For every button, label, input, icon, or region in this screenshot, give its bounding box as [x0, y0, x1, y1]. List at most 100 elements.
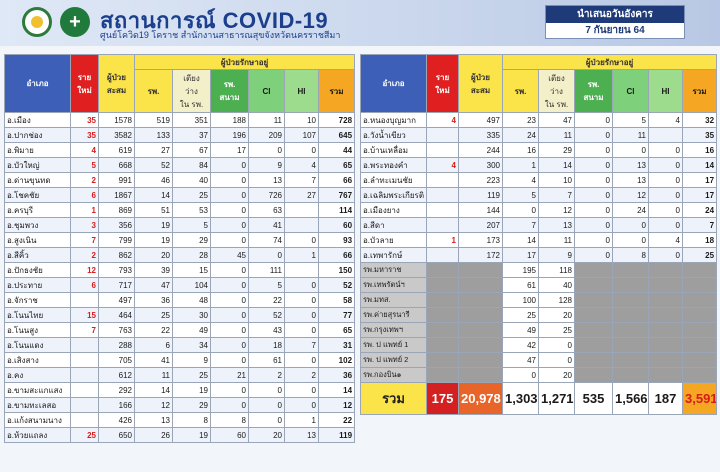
total-treating: 119	[317, 427, 356, 443]
field-hospital-count: 0	[210, 232, 249, 248]
beds-available: 20	[538, 307, 575, 323]
total-treating: 14	[317, 382, 356, 398]
hospital-count: 5	[502, 187, 539, 203]
cumulative-cases: 244	[458, 142, 503, 158]
ci-count: 726	[248, 187, 285, 203]
empty-cell	[458, 307, 503, 323]
total-treating: 645	[317, 127, 356, 143]
ci-count: 61	[248, 352, 285, 368]
cumulative-cases: 3582	[98, 127, 135, 143]
hospital-count: 26	[134, 427, 173, 443]
new-cases: 12	[70, 262, 99, 278]
district-name: อ.เมืองยาง	[360, 202, 427, 218]
ci-count: 18	[248, 337, 285, 353]
cumulative-cases: 869	[98, 202, 135, 218]
district-name: อ.พระทองคำ	[360, 157, 427, 173]
beds-available: 53	[172, 202, 211, 218]
empty-cell	[426, 322, 459, 338]
new-cases	[70, 352, 99, 368]
hospital-name: รพ. ป แพทย์ 1	[360, 337, 427, 353]
summary-field-hospital: 535	[574, 382, 613, 415]
total-treating: 767	[317, 187, 356, 203]
cumulative-cases: 335	[458, 127, 503, 143]
table-row: อ.โชคชัย 6 1867 14 25 0 726 27 767	[4, 187, 356, 203]
cumulative-cases: 144	[458, 202, 503, 218]
hospital-row: รพ.ค่ายสุรนารี 25 20	[360, 307, 718, 323]
empty-cell	[681, 322, 718, 338]
field-hospital-count: 0	[210, 397, 249, 413]
empty-cell	[458, 322, 503, 338]
table-row: อ.คง 612 11 25 21 2 2 36	[4, 367, 356, 383]
total-treating: 150	[317, 262, 356, 278]
empty-cell	[648, 337, 683, 353]
col-new: ราย ใหม่	[426, 54, 459, 113]
table-row: อ.บัวลาย 1 173 14 11 0 0 4 18	[360, 232, 718, 248]
cumulative-cases: 650	[98, 427, 135, 443]
new-cases: 3	[70, 217, 99, 233]
cumulative-cases: 793	[98, 262, 135, 278]
district-name: อ.เสิงสาง	[4, 352, 71, 368]
hi-count: 0	[648, 217, 683, 233]
table-row: อ.ด่านขุนทด 2 991 46 40 0 13 7 66	[4, 172, 356, 188]
cumulative-cases: 288	[98, 337, 135, 353]
field-hospital-count: 0	[574, 232, 613, 248]
page-header: สถานการณ์ COVID-19 ศูนย์โควิด19 โคราช สำ…	[0, 0, 720, 46]
ci-count: 0	[612, 142, 649, 158]
district-name: อ.โนนแดง	[4, 337, 71, 353]
beds-available: 13	[538, 217, 575, 233]
hospital-row: รพ. ป แพทย์ 1 42 0	[360, 337, 718, 353]
total-treating: 65	[317, 157, 356, 173]
field-hospital-count: 0	[574, 172, 613, 188]
cumulative-cases: 668	[98, 157, 135, 173]
total-treating: 58	[317, 292, 356, 308]
hospital-row: รพ.มทส. 100 128	[360, 292, 718, 308]
empty-cell	[612, 322, 649, 338]
ci-count: 13	[248, 172, 285, 188]
hospital-count: 51	[134, 202, 173, 218]
hospital-count: 1	[502, 157, 539, 173]
district-name: อ.ชุมพวง	[4, 217, 71, 233]
cumulative-cases: 705	[98, 352, 135, 368]
district-name: อ.ครบุรี	[4, 202, 71, 218]
hi-count: 0	[648, 157, 683, 173]
hospital-name: รพ.กองบิน๑	[360, 367, 427, 383]
col-beds: เตียง ว่าง ใน รพ.	[172, 69, 211, 113]
summary-total: 3,591	[681, 382, 718, 415]
ci-count: 11	[612, 127, 649, 143]
hi-count: 0	[284, 382, 319, 398]
field-hospital-count: 0	[210, 307, 249, 323]
col-new: ราย ใหม่	[70, 54, 99, 113]
empty-cell	[648, 292, 683, 308]
cumulative-cases: 497	[458, 112, 503, 128]
hospital-name: รพ.มหาราช	[360, 262, 427, 278]
new-cases	[426, 202, 459, 218]
district-name: อ.โชคชัย	[4, 187, 71, 203]
beds-available: 7	[538, 187, 575, 203]
empty-cell	[612, 262, 649, 278]
empty-cell	[574, 322, 613, 338]
empty-cell	[612, 292, 649, 308]
new-cases	[70, 292, 99, 308]
hi-count: 107	[284, 127, 319, 143]
right-district-table: อำเภอ ราย ใหม่ ผู้ป่วย สะสม ผู้ป่วยรักษา…	[360, 54, 718, 415]
beds-available: 14	[538, 157, 575, 173]
table-row: อ.วังน้ำเขียว 335 24 11 0 11 35	[360, 127, 718, 143]
hospital-count: 11	[134, 367, 173, 383]
beds-available: 29	[172, 232, 211, 248]
beds-available: 40	[538, 277, 575, 293]
cumulative-cases: 173	[458, 232, 503, 248]
hi-count	[284, 217, 319, 233]
col-ci: CI	[248, 69, 285, 113]
empty-cell	[681, 277, 718, 293]
cumulative-cases: 300	[458, 157, 503, 173]
table-row: อ.สีดา 207 7 13 0 0 0 7	[360, 217, 718, 233]
beds-available: 128	[538, 292, 575, 308]
beds-available: 12	[538, 202, 575, 218]
hospital-count: 23	[502, 112, 539, 128]
district-name: อ.บัวใหญ่	[4, 157, 71, 173]
new-cases	[426, 142, 459, 158]
hi-count: 13	[284, 427, 319, 443]
summary-hi: 187	[648, 382, 683, 415]
total-treating: 17	[681, 172, 718, 188]
hospital-count: 61	[502, 277, 539, 293]
